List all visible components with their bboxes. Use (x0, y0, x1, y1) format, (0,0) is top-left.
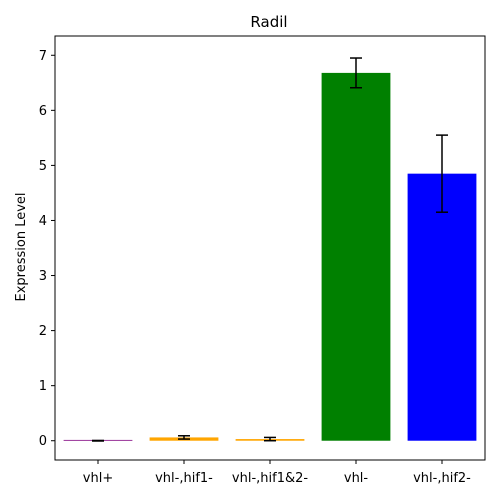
y-tick-label-0: 0 (39, 434, 47, 449)
chart-title: Radil (250, 13, 287, 31)
x-tick-label-3: vhl- (344, 471, 369, 486)
x-tick-label-2: vhl-,hif1&2- (232, 471, 308, 486)
y-axis-label: Expression Level (14, 192, 29, 301)
plot-area: vhl+ vhl-,hif1- vhl-,hif1&2- vhl-vhl-,hif2-… (39, 35, 486, 486)
axes-frame (54, 35, 486, 461)
bar-3 (321, 72, 391, 441)
y-tick-label-7: 7 (39, 49, 47, 64)
y-tick-label-5: 5 (39, 159, 47, 174)
y-tick-label-6: 6 (39, 104, 47, 119)
bar-4 (407, 173, 477, 441)
x-tick-label-1: vhl-,hif1- (155, 471, 213, 486)
x-tick-label-0: vhl+ (83, 471, 113, 486)
y-tick-label-4: 4 (39, 214, 47, 229)
y-tick-label-3: 3 (39, 269, 47, 284)
x-tick-label-4: vhl-,hif2- (413, 471, 471, 486)
y-tick-label-1: 1 (39, 379, 47, 394)
y-tick-label-2: 2 (39, 324, 47, 339)
